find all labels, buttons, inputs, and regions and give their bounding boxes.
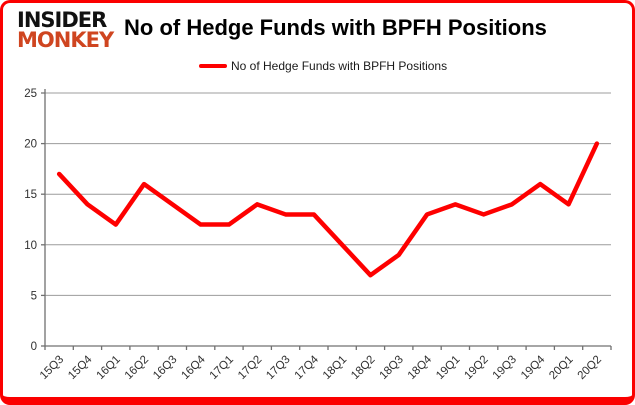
x-tick-label: 16Q4: [179, 353, 208, 382]
y-tick-label: 0: [31, 341, 37, 353]
y-tick-label: 25: [24, 88, 37, 100]
x-tick-label: 15Q3: [38, 354, 66, 382]
y-tick-label: 15: [24, 189, 37, 201]
x-tick-label: 18Q2: [349, 354, 377, 382]
x-tick-label: 16Q3: [151, 354, 179, 382]
x-tick-label: 18Q4: [406, 353, 435, 382]
y-tick-label: 20: [24, 139, 37, 151]
logo-line-monkey: MONKEY: [17, 28, 114, 53]
x-tick-label: 20Q2: [576, 354, 604, 382]
legend-label: No of Hedge Funds with BPFH Positions: [231, 59, 448, 73]
x-tick-label: 19Q4: [519, 353, 548, 382]
x-tick-label: 17Q1: [208, 354, 236, 382]
insider-monkey-logo: INSIDER MONKEY: [17, 8, 114, 53]
x-tick-label: 16Q2: [123, 354, 151, 382]
x-tick-label: 18Q3: [377, 354, 405, 382]
series-line: [56, 141, 600, 278]
x-tick-label: 17Q2: [236, 354, 264, 382]
chart-title: No of Hedge Funds with BPFH Positions: [124, 15, 547, 40]
x-tick-label: 19Q2: [462, 354, 490, 382]
chart-legend: No of Hedge Funds with BPFH Positions: [199, 59, 447, 73]
y-tick-label: 10: [24, 240, 37, 252]
x-tick-label: 16Q1: [94, 354, 122, 382]
y-tick-label: 5: [31, 290, 37, 302]
x-tick-label: 17Q4: [293, 353, 322, 382]
x-tick-label: 19Q3: [491, 354, 519, 382]
x-tick-label: 20Q1: [547, 354, 575, 382]
logo-line-insider: INSIDER: [17, 8, 107, 32]
legend-line-swatch: [199, 64, 227, 68]
x-tick-label: 15Q4: [66, 353, 95, 382]
x-tick-label: 18Q1: [321, 354, 349, 382]
x-tick-label: 19Q1: [434, 354, 462, 382]
x-tick-label: 17Q3: [264, 354, 292, 382]
